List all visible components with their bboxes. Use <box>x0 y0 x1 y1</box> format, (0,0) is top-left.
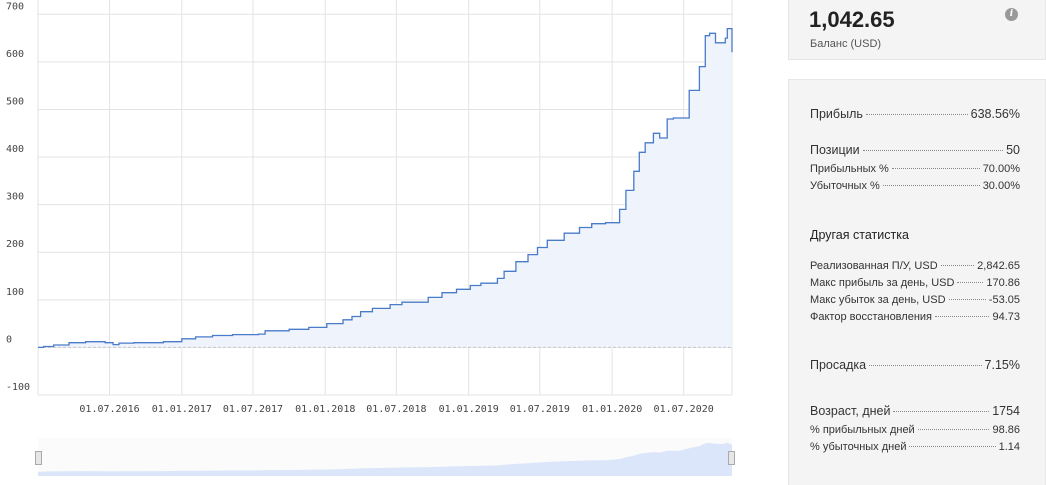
equity-area-fill <box>38 28 732 348</box>
info-icon[interactable]: i <box>1005 8 1018 21</box>
x-tick-label: 01.01.2017 <box>152 404 212 415</box>
stat-label: Просадка <box>810 358 867 372</box>
x-tick-label: 01.07.2018 <box>366 404 426 415</box>
stat-age-days: Возраст, дней 1754 <box>810 404 1020 418</box>
navigator[interactable] <box>38 438 732 476</box>
y-tick-label: 0 <box>6 334 12 345</box>
stat-value: 98.86 <box>992 424 1020 436</box>
stat-label: Убыточных % <box>810 180 880 192</box>
equity-line <box>38 27 733 349</box>
balance-card: 1,042.65 Баланс (USD) i <box>788 0 1046 60</box>
stat-label: Макс убыток за день, USD <box>810 294 946 306</box>
y-tick-label: 600 <box>6 49 24 60</box>
stat-max-loss-day: Макс убыток за день, USD -53.05 <box>810 294 1020 306</box>
stat-profitable-pct: Прибыльных % 70.00% <box>810 163 1020 175</box>
x-tick-label: 01.07.2016 <box>79 404 139 415</box>
stat-losing-pct: Убыточных % 30.00% <box>810 180 1020 192</box>
stat-value: 1.14 <box>998 441 1020 453</box>
y-tick-label: 100 <box>6 287 24 298</box>
balance-value: 1,042.65 <box>809 7 895 32</box>
x-tick-label: 01.07.2017 <box>223 404 283 415</box>
y-tick-label: 400 <box>6 144 24 155</box>
stat-recovery-factor: Фактор восстановления 94.73 <box>810 311 1020 323</box>
y-tick-label: 200 <box>6 239 24 250</box>
stat-positions: Позиции 50 <box>810 143 1020 157</box>
stat-value: 2,842.65 <box>977 260 1020 272</box>
x-tick-label: 01.07.2020 <box>654 404 714 415</box>
stat-profit: Прибыль 638.56% <box>810 107 1020 121</box>
stat-value: 170.86 <box>986 277 1020 289</box>
stat-value: 1754 <box>992 404 1020 418</box>
y-axis-ticks: 700 600 500 400 300 200 100 0 -100 <box>6 1 30 393</box>
navigator-left-handle[interactable] <box>35 451 42 465</box>
stat-label: % убыточных дней <box>810 441 907 453</box>
y-tick-label: 700 <box>6 1 24 12</box>
x-tick-label: 01.01.2018 <box>295 404 355 415</box>
stats-card: Прибыль 638.56% Позиции 50 Прибыльных % 70.… <box>788 79 1046 485</box>
x-tick-label: 01.01.2020 <box>582 404 642 415</box>
stat-value: 7.15% <box>984 358 1020 372</box>
stat-label: Макс прибыль за день, USD <box>810 277 955 289</box>
x-tick-label: 01.01.2019 <box>439 404 499 415</box>
stat-label: Позиции <box>810 143 860 157</box>
stat-realized-pl: Реализованная П/У, USD 2,842.65 <box>810 260 1020 272</box>
stat-max-profit-day: Макс прибыль за день, USD 170.86 <box>810 277 1020 289</box>
stat-losing-days: % убыточных дней 1.14 <box>810 441 1020 453</box>
stat-value: 50 <box>1006 143 1020 157</box>
stat-value: 70.00% <box>982 163 1020 175</box>
stat-label: Возраст, дней <box>810 404 891 418</box>
navigator-right-handle[interactable] <box>728 451 735 465</box>
stat-drawdown: Просадка 7.15% <box>810 358 1020 372</box>
stat-label: Прибыль <box>810 107 863 121</box>
stat-profitable-days: % прибыльных дней 98.86 <box>810 424 1020 436</box>
x-tick-label: 01.07.2019 <box>510 404 570 415</box>
balance-label: Баланс (USD) <box>810 38 882 50</box>
navigator-series <box>38 442 732 476</box>
stat-value: -53.05 <box>988 294 1020 306</box>
stat-value: 30.00% <box>982 180 1020 192</box>
y-tick-label: 500 <box>6 96 24 107</box>
other-stats-heading: Другая статистка <box>810 228 909 242</box>
stat-label: Прибыльных % <box>810 163 889 175</box>
y-tick-label: 300 <box>6 192 24 203</box>
stat-label: % прибыльных дней <box>810 424 915 436</box>
y-tick-label: -100 <box>6 382 30 393</box>
stat-label: Реализованная П/У, USD <box>810 260 938 272</box>
stat-value: 94.73 <box>992 311 1020 323</box>
stat-value: 638.56% <box>970 107 1020 121</box>
x-axis-ticks: 01.07.2016 01.01.2017 01.07.2017 01.01.2018… <box>79 404 713 415</box>
stat-label: Фактор восстановления <box>810 311 932 323</box>
